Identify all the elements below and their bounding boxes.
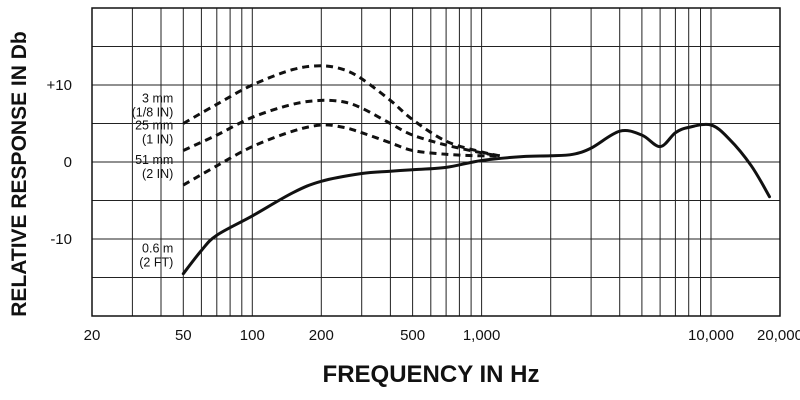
series-line-1 xyxy=(182,64,501,158)
y-tick-label: +10 xyxy=(47,77,72,94)
x-tick-label: 1,000 xyxy=(463,327,501,344)
x-tick-label: 200 xyxy=(309,327,334,344)
series-line-3 xyxy=(182,123,500,187)
x-tick-label: 500 xyxy=(400,327,425,344)
x-tick-label: 50 xyxy=(175,327,192,344)
y-tick-label: 0 xyxy=(64,154,72,171)
x-axis-title: FREQUENCY IN Hz xyxy=(323,361,540,388)
series-annotation-line: 51 mm xyxy=(135,153,173,167)
grid xyxy=(91,7,781,317)
series-annotation-line: (1 IN) xyxy=(142,133,173,147)
series-annotation-line: 25 mm xyxy=(135,119,173,133)
labels: 3 mm(1/8 IN)25 mm(1 IN) 51 mm(2 IN) 0.6 m(… xyxy=(8,31,800,388)
series-annotation-line: (2 FT) xyxy=(139,256,173,270)
x-tick-label: 20 xyxy=(84,327,101,344)
series-annotation-line: 3 mm xyxy=(142,92,173,106)
plot-frame xyxy=(91,7,781,317)
series-annotation-line: (1/8 IN) xyxy=(132,106,174,120)
x-tick-label: 10,000 xyxy=(688,327,734,344)
y-axis-title: RELATIVE RESPONSE IN Db xyxy=(8,31,31,316)
series-line-2 xyxy=(182,98,501,158)
series-annotation-line: (2 IN) xyxy=(142,167,173,181)
series-annotation-line: 0.6 m xyxy=(142,242,173,256)
x-tick-label: 100 xyxy=(240,327,265,344)
series-group xyxy=(181,64,771,276)
series-line-4 xyxy=(181,122,771,276)
x-tick-label: 20,000 xyxy=(757,327,800,344)
y-tick-label: -10 xyxy=(50,231,72,248)
